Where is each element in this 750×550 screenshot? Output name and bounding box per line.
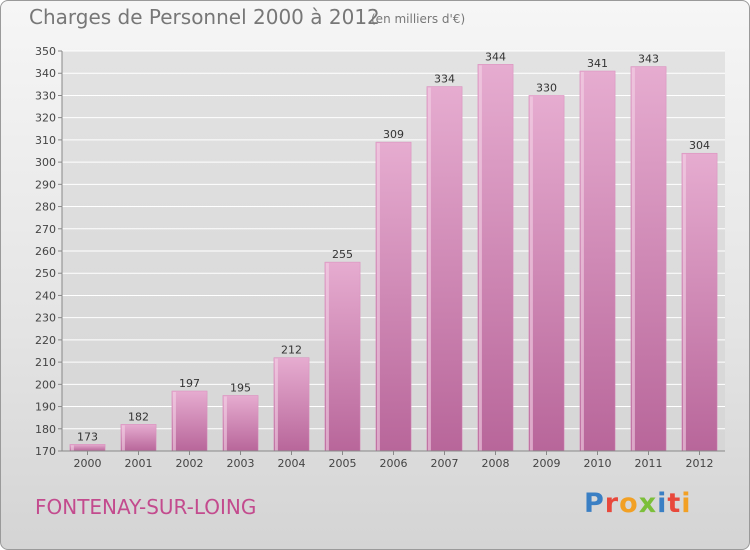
y-tick-label: 280 bbox=[35, 201, 56, 214]
y-tick-label: 230 bbox=[35, 312, 56, 325]
y-tick-label: 190 bbox=[35, 401, 56, 414]
bar-highlight bbox=[580, 72, 584, 451]
logo-letter: P bbox=[584, 488, 605, 519]
bar-highlight bbox=[529, 96, 533, 451]
bar-highlight bbox=[478, 65, 482, 451]
x-tick-label: 2001 bbox=[125, 457, 153, 470]
x-tick-label: 2000 bbox=[74, 457, 102, 470]
data-label-2000: 173 bbox=[77, 430, 98, 443]
proxiti-logo: Proxiti bbox=[584, 488, 692, 519]
bar-2011 bbox=[630, 66, 667, 452]
bar-2000 bbox=[69, 444, 106, 452]
x-tick-label: 2007 bbox=[431, 457, 459, 470]
x-tick-label: 2004 bbox=[278, 457, 306, 470]
bar-2001 bbox=[120, 424, 157, 452]
logo-letter: t bbox=[667, 488, 682, 519]
bar-2010 bbox=[579, 70, 616, 452]
x-tick-label: 2011 bbox=[635, 457, 663, 470]
y-tick-label: 170 bbox=[35, 445, 56, 458]
bar-2005 bbox=[324, 261, 361, 452]
chart-title: Charges de Personnel 2000 à 2012 bbox=[29, 5, 380, 29]
bar-highlight bbox=[172, 392, 176, 451]
y-tick-label: 290 bbox=[35, 178, 56, 191]
bar-highlight bbox=[223, 396, 227, 451]
bars: 173 182 197 195 212 255 309 334 344 330 341 343 304 bbox=[69, 50, 718, 452]
commune-name: FONTENAY-SUR-LOING bbox=[35, 495, 257, 519]
bar-2002 bbox=[171, 390, 208, 452]
bar-highlight bbox=[70, 445, 74, 451]
bar-2008 bbox=[477, 64, 514, 452]
bar-2012 bbox=[681, 152, 718, 452]
data-label-2001: 182 bbox=[128, 410, 149, 423]
logo-letter: r bbox=[604, 488, 620, 519]
data-label-2003: 195 bbox=[230, 381, 251, 394]
y-tick-label: 330 bbox=[35, 89, 56, 102]
y-tick-label: 310 bbox=[35, 134, 56, 147]
x-tick-label: 2010 bbox=[584, 457, 612, 470]
bar-highlight bbox=[427, 87, 431, 452]
data-label-2005: 255 bbox=[332, 248, 353, 261]
y-axis: 170 180 190 200 210 220 230 240 250 260 270 280 290 3… bbox=[35, 45, 63, 458]
bar-highlight bbox=[631, 67, 635, 452]
bar-2006 bbox=[375, 141, 412, 452]
y-tick-label: 270 bbox=[35, 223, 56, 236]
x-tick-label: 2002 bbox=[176, 457, 204, 470]
data-label-2006: 309 bbox=[383, 128, 404, 141]
bar-highlight bbox=[121, 425, 125, 451]
x-axis: 2000 2001 2002 2003 2004 2005 2006 2007 2008 2009… bbox=[62, 450, 725, 470]
y-tick-label: 260 bbox=[35, 245, 56, 258]
data-label-2002: 197 bbox=[179, 377, 200, 390]
data-label-2011: 343 bbox=[638, 53, 659, 66]
y-tick-label: 340 bbox=[35, 67, 56, 80]
y-tick-label: 240 bbox=[35, 289, 56, 302]
data-label-2004: 212 bbox=[281, 344, 302, 357]
data-label-2008: 344 bbox=[485, 50, 506, 63]
bar-2009 bbox=[528, 95, 565, 452]
y-tick-label: 180 bbox=[35, 423, 56, 436]
x-tick-label: 2006 bbox=[380, 457, 408, 470]
data-label-2007: 334 bbox=[434, 73, 455, 86]
x-tick-label: 2008 bbox=[482, 457, 510, 470]
bar-highlight bbox=[274, 358, 278, 451]
chart-subtitle: (en milliers d'€) bbox=[371, 12, 466, 26]
logo-letter: i bbox=[657, 488, 668, 519]
y-tick-label: 200 bbox=[35, 378, 56, 391]
x-tick-label: 2009 bbox=[533, 457, 561, 470]
bar-highlight bbox=[325, 263, 329, 451]
y-tick-label: 320 bbox=[35, 112, 56, 125]
y-tick-label: 220 bbox=[35, 334, 56, 347]
data-label-2012: 304 bbox=[689, 139, 710, 152]
x-tick-label: 2003 bbox=[227, 457, 255, 470]
data-label-2009: 330 bbox=[536, 81, 557, 94]
bar-highlight bbox=[682, 154, 686, 451]
logo-letter: x bbox=[638, 488, 658, 519]
y-tick-label: 250 bbox=[35, 267, 56, 280]
bar-2004 bbox=[273, 357, 310, 452]
bar-2007 bbox=[426, 86, 463, 452]
y-tick-label: 350 bbox=[35, 45, 56, 58]
logo-letter: i bbox=[681, 488, 692, 519]
x-tick-label: 2005 bbox=[329, 457, 357, 470]
y-tick-label: 210 bbox=[35, 356, 56, 369]
x-tick-label: 2012 bbox=[686, 457, 714, 470]
bar-2003 bbox=[222, 395, 259, 452]
bar-highlight bbox=[376, 143, 380, 451]
y-tick-label: 300 bbox=[35, 156, 56, 169]
logo-letter: o bbox=[619, 488, 639, 519]
data-label-2010: 341 bbox=[587, 57, 608, 70]
